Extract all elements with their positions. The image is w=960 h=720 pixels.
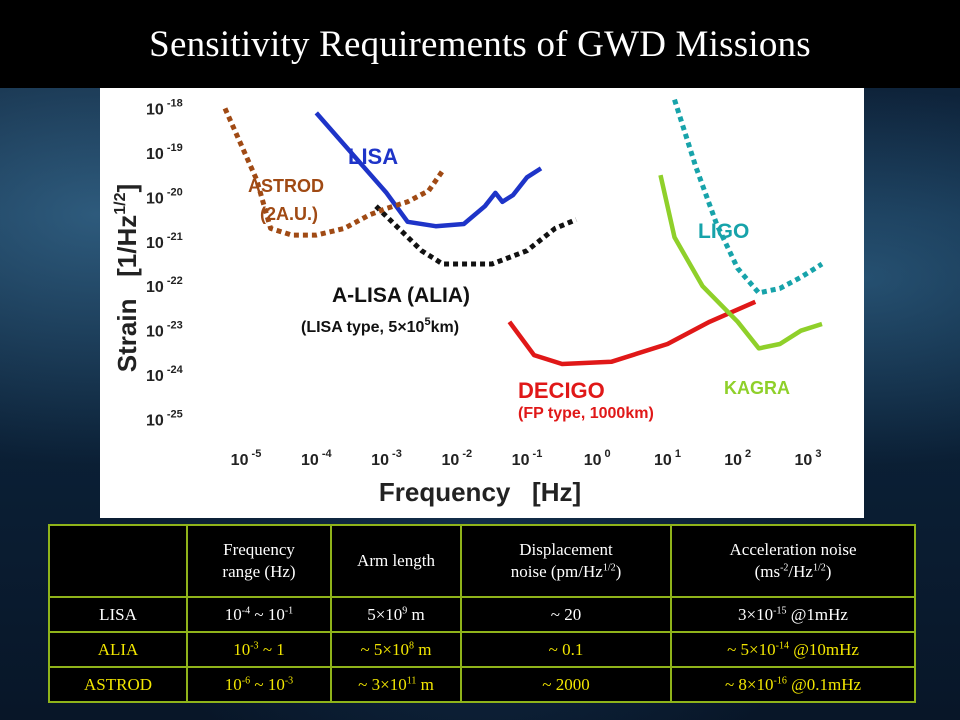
table-row-astrod: ASTROD 10-6 ~ 10-3 ~ 3×1011 m ~ 2000 ~ 8… bbox=[48, 666, 916, 703]
header-arm-length: Arm length bbox=[330, 524, 462, 598]
series-line-lisa bbox=[314, 111, 543, 229]
cell-displacement: ~ 0.1 bbox=[460, 631, 672, 668]
astrod-sublabel: (2A.U.) bbox=[260, 204, 318, 224]
cell-arm: 5×109 m bbox=[330, 596, 462, 633]
y-tick-label: 10 -24 bbox=[146, 364, 184, 385]
alia-label: A-LISA (ALIA) bbox=[332, 284, 470, 307]
cell-mission: LISA bbox=[48, 596, 188, 633]
series-line-a-lisa-alia bbox=[374, 204, 578, 267]
series-line-astrod-2a-u bbox=[222, 107, 445, 238]
header-acceleration: Acceleration noise (ms-2/Hz1/2) bbox=[670, 524, 916, 598]
y-tick-label: 10 -20 bbox=[146, 186, 183, 207]
cell-mission: ALIA bbox=[48, 631, 188, 668]
cell-mission: ASTROD bbox=[48, 666, 188, 703]
y-tick-label: 10 -22 bbox=[146, 275, 183, 296]
cell-displacement: ~ 20 bbox=[460, 596, 672, 633]
y-tick-label: 10 -18 bbox=[146, 97, 183, 118]
lisa-label: LISA bbox=[348, 144, 398, 169]
x-tick-label: 10 -2 bbox=[441, 448, 472, 469]
x-tick-label: 10 2 bbox=[724, 448, 751, 469]
kagra-label: KAGRA bbox=[724, 378, 790, 398]
y-tick-layer: 10 -18 10 -19 10 -20 10 -21 10 -22 10 -23 10 -… bbox=[146, 97, 184, 429]
header-displacement: Displacement noise (pm/Hz1/2) bbox=[460, 524, 672, 598]
y-tick-label: 10 -23 bbox=[146, 320, 183, 341]
sensitivity-chart: 10 -18 10 -19 10 -20 10 -21 10 -22 10 -23 10 -… bbox=[100, 88, 864, 518]
chart-svg: 10 -18 10 -19 10 -20 10 -21 10 -22 10 -23 10 -… bbox=[112, 97, 824, 507]
x-tick-layer: 10 -5 10 -4 10 -3 10 -2 10 -1 10 0 10 1 10 2 10 … bbox=[231, 448, 822, 469]
title-bar: Sensitivity Requirements of GWD Missions bbox=[0, 0, 960, 88]
label-layer: LISA A-LISA (ALIA) (LISA type, 5×105km) AST… bbox=[248, 144, 790, 422]
astrod-label: ASTROD bbox=[248, 176, 324, 196]
x-tick-label: 10 3 bbox=[795, 448, 822, 469]
x-axis-label: Frequency [Hz] bbox=[379, 477, 581, 507]
y-axis-label-group: Strain [1/Hz1/2] bbox=[112, 184, 142, 372]
decigo-label: DECIGO bbox=[518, 378, 605, 403]
cell-frequency: 10-4 ~ 10-1 bbox=[186, 596, 332, 633]
cell-displacement: ~ 2000 bbox=[460, 666, 672, 703]
x-tick-label: 10 -4 bbox=[301, 448, 333, 469]
x-tick-label: 10 -3 bbox=[371, 448, 402, 469]
table-row-alia: ALIA 10-3 ~ 1 ~ 5×108 m ~ 0.1 ~ 5×10-14 … bbox=[48, 631, 916, 668]
series-line-decigo-fp-type-1000km bbox=[507, 299, 757, 367]
decigo-sublabel: (FP type, 1000km) bbox=[518, 405, 654, 422]
y-tick-label: 10 -25 bbox=[146, 409, 183, 430]
cell-arm: ~ 5×108 m bbox=[330, 631, 462, 668]
x-tick-label: 10 1 bbox=[654, 448, 681, 469]
x-tick-label: 10 0 bbox=[584, 448, 611, 469]
cell-frequency: 10-3 ~ 1 bbox=[186, 631, 332, 668]
cell-frequency: 10-6 ~ 10-3 bbox=[186, 666, 332, 703]
y-tick-label: 10 -19 bbox=[146, 142, 183, 163]
y-tick-label: 10 -21 bbox=[146, 231, 183, 252]
table-row-lisa: LISA 10-4 ~ 10-1 5×109 m ~ 20 3×10-15 @1… bbox=[48, 596, 916, 633]
x-tick-label: 10 -5 bbox=[231, 448, 262, 469]
ligo-label: LIGO bbox=[698, 220, 749, 243]
slide-title: Sensitivity Requirements of GWD Missions bbox=[149, 23, 811, 65]
cell-acceleration: ~ 8×10-16 @0.1mHz bbox=[670, 666, 916, 703]
cell-acceleration: ~ 5×10-14 @10mHz bbox=[670, 631, 916, 668]
series-line-kagra bbox=[658, 174, 823, 351]
alia-sublabel: (LISA type, 5×105km) bbox=[301, 316, 459, 336]
cell-acceleration: 3×10-15 @1mHz bbox=[670, 596, 916, 633]
x-tick-label: 10 -1 bbox=[512, 448, 543, 469]
header-frequency: Frequency range (Hz) bbox=[186, 524, 332, 598]
series-layer bbox=[222, 98, 824, 367]
cell-arm: ~ 3×1011 m bbox=[330, 666, 462, 703]
series-line-ligo bbox=[672, 98, 824, 296]
header-empty bbox=[48, 524, 188, 598]
table-header-row: Frequency range (Hz) Arm length Displacem… bbox=[48, 524, 916, 598]
y-axis-label: Strain [1/Hz1/2] bbox=[112, 184, 142, 372]
mission-parameter-table: Frequency range (Hz) Arm length Displacem… bbox=[48, 524, 916, 703]
